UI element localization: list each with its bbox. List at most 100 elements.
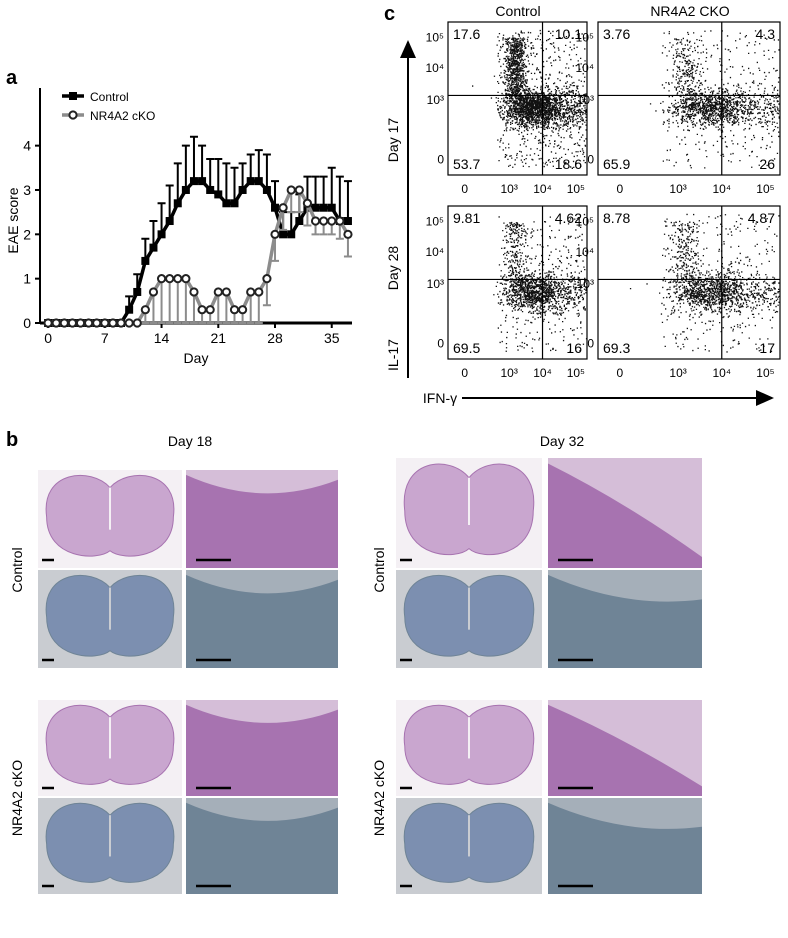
- x-tick-label: 28: [267, 330, 283, 346]
- marker: [221, 287, 231, 297]
- y-tick-label: 10⁵: [426, 214, 444, 228]
- marker: [43, 318, 53, 328]
- row-label: NR4A2 cKO: [371, 760, 387, 836]
- marker: [189, 177, 198, 186]
- y-tick-label: 4: [23, 138, 31, 154]
- x-tick-label: 10³: [500, 366, 517, 380]
- error-bar: [149, 220, 158, 248]
- legend-label: NR4A2 cKO: [90, 109, 155, 123]
- error-bar: [262, 153, 271, 190]
- marker: [213, 287, 223, 297]
- marker: [262, 185, 271, 194]
- row-label: Day 28: [385, 246, 401, 291]
- quadrant-value: 18.6: [555, 156, 582, 172]
- marker: [335, 216, 345, 226]
- error-bar: [181, 144, 190, 190]
- marker: [319, 203, 328, 212]
- marker: [262, 274, 272, 284]
- marker: [294, 185, 304, 195]
- x-tick-label: 0: [461, 366, 468, 380]
- marker: [140, 305, 150, 315]
- x-tick-label: 10⁴: [533, 366, 552, 380]
- panel-b: Day 18 Day 32 Control NR4A2 cKO Control NR4A2…: [9, 433, 702, 894]
- y-tick-label: 0: [437, 337, 444, 351]
- x-tick-label: 10⁵: [756, 366, 774, 380]
- error-bar: [254, 291, 263, 324]
- x-tick-label: 7: [101, 330, 109, 346]
- legend-marker: [68, 110, 78, 120]
- plot-frame: [597, 21, 781, 176]
- x-tick-label: 10⁴: [533, 182, 552, 196]
- y-axis-label: IL-17: [385, 339, 401, 371]
- marker: [116, 318, 126, 328]
- tissue-edge: [548, 458, 702, 557]
- marker: [343, 229, 353, 239]
- marker: [59, 318, 69, 328]
- row-label: Day 17: [385, 118, 401, 163]
- error-bar: [173, 278, 182, 324]
- marker: [100, 318, 110, 328]
- x-tick-label: 0: [616, 366, 623, 380]
- marker: [206, 185, 215, 194]
- series-line: [48, 188, 350, 325]
- panel-label: b: [6, 429, 18, 451]
- marker: [287, 230, 296, 239]
- y-tick-label: 10⁴: [575, 61, 594, 75]
- marker: [278, 203, 288, 213]
- error-bar: [222, 291, 231, 324]
- quadrant-value: 69.5: [453, 340, 480, 356]
- scatter-dots: [472, 29, 588, 169]
- scatter-dots: [493, 213, 588, 353]
- error-bar: [230, 166, 239, 204]
- quadrant-value: 3.76: [603, 26, 630, 42]
- row-label: Control: [9, 547, 25, 592]
- marker: [246, 287, 256, 297]
- marker: [181, 185, 190, 194]
- marker: [197, 305, 207, 315]
- marker: [157, 230, 166, 239]
- x-tick-label: 10⁵: [756, 182, 774, 196]
- quadrant-value: 8.78: [603, 210, 630, 226]
- y-tick-label: 10⁴: [425, 245, 444, 259]
- marker: [327, 216, 337, 226]
- marker: [67, 318, 78, 328]
- marker: [302, 198, 313, 208]
- error-bar: [165, 278, 174, 324]
- x-tick-label: 10³: [500, 182, 517, 196]
- marker: [238, 185, 247, 194]
- error-bar: [149, 291, 158, 324]
- marker: [198, 177, 207, 186]
- error-bar: [246, 153, 255, 182]
- quadrant-value: 69.3: [603, 340, 630, 356]
- marker: [271, 203, 280, 212]
- error-bar: [198, 144, 207, 182]
- y-tick-label: 10³: [427, 277, 444, 291]
- scatter-dots: [649, 30, 780, 169]
- marker: [222, 199, 231, 208]
- marker: [181, 274, 191, 284]
- y-tick-label: 2: [23, 226, 31, 242]
- quadrant-value: 17.6: [453, 26, 480, 42]
- marker: [132, 318, 142, 328]
- x-tick-label: 10⁴: [713, 182, 732, 196]
- marker: [319, 216, 329, 226]
- x-tick-label: 10⁵: [567, 366, 585, 380]
- y-tick-label: 10³: [427, 93, 444, 107]
- marker: [148, 287, 159, 297]
- marker: [92, 318, 102, 328]
- error-bar: [335, 175, 344, 222]
- error-bar: [206, 157, 215, 190]
- error-bar: [271, 180, 280, 208]
- y-tick-label: 0: [587, 153, 594, 167]
- day-label: Day 32: [540, 433, 585, 449]
- quadrant-value: 65.9: [603, 156, 630, 172]
- error-bar: [222, 162, 231, 204]
- marker: [246, 177, 255, 186]
- column-label: Control: [495, 3, 540, 19]
- panel-a: 0 1 2 3 4 0 7 14 21 28 35 Day EAE score Control NR4A2 …: [5, 88, 353, 366]
- error-bar: [173, 162, 182, 204]
- marker: [270, 229, 280, 239]
- marker: [165, 217, 174, 226]
